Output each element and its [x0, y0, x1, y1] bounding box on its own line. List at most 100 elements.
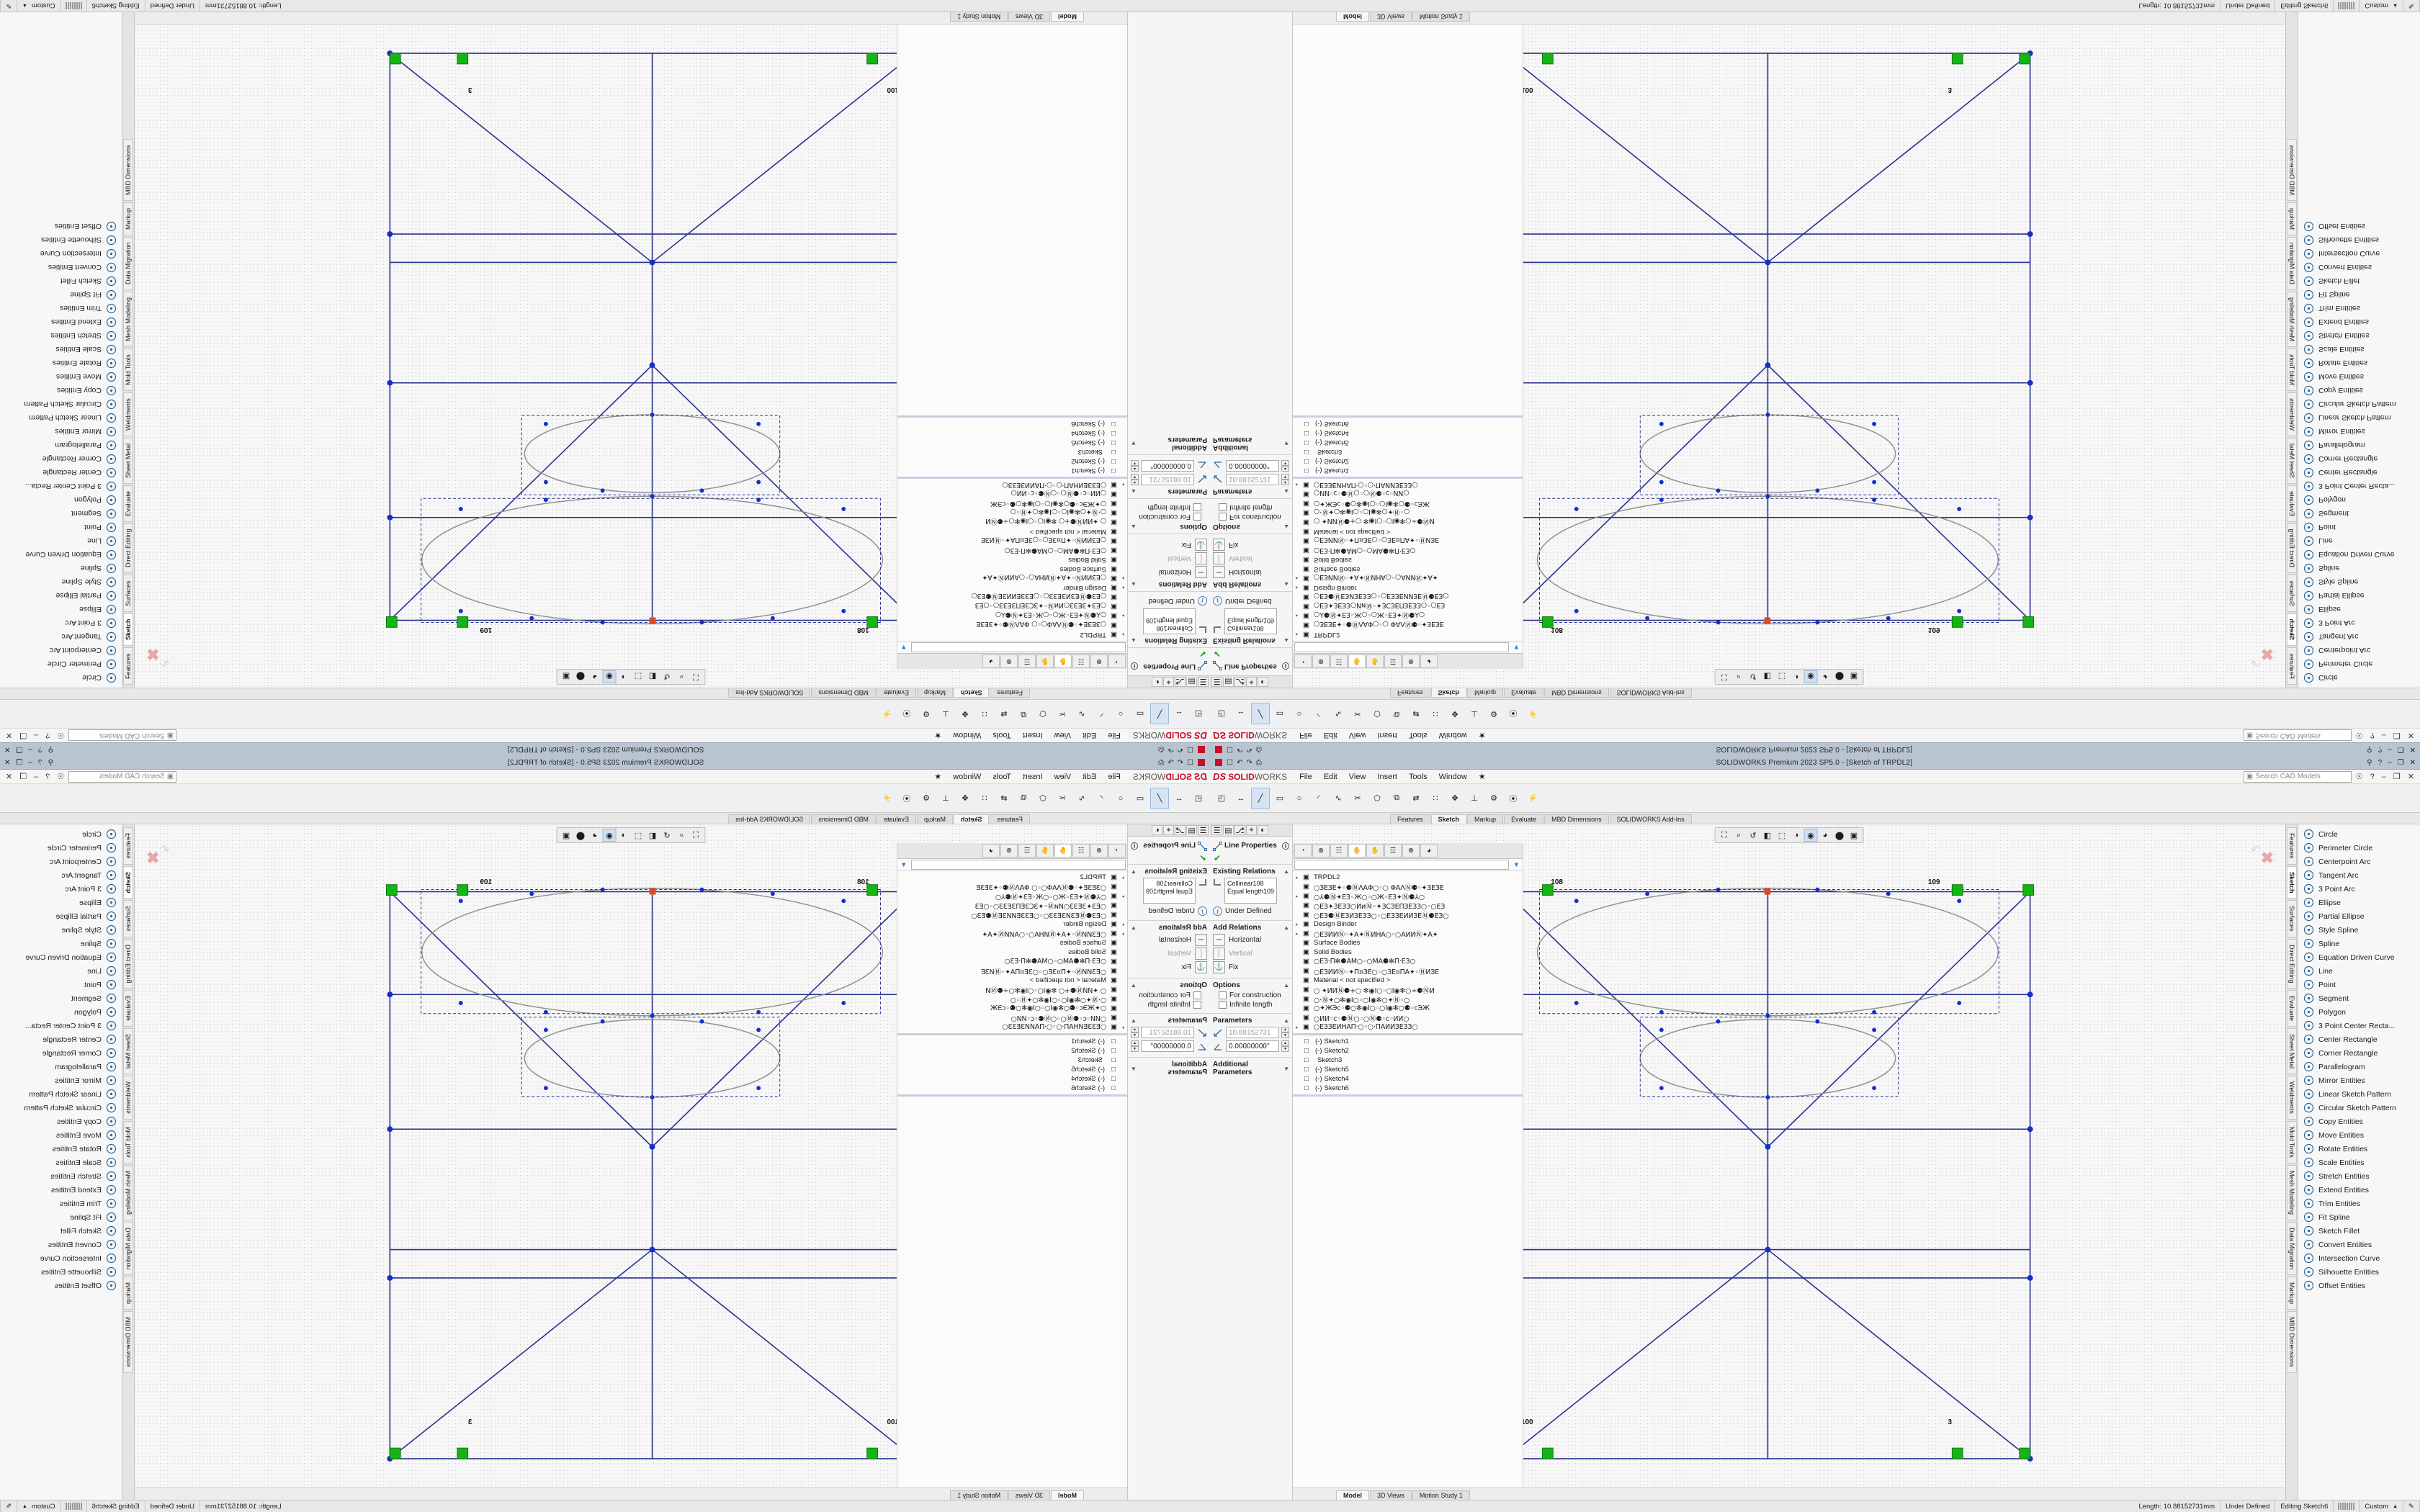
- task-pane-tab[interactable]: Surfaces: [123, 900, 133, 937]
- configuration-manager-tab[interactable]: ⎇: [1234, 677, 1245, 687]
- tree-node[interactable]: ▣ ○ЕЗ⚈ⓃЕЗИЗЕЗЗ○◦○ЕЗЗЕИИЗЕⓃ⚈ЕЗ○: [1293, 910, 1523, 920]
- vertical-relation-button[interactable]: │ Vertical: [1131, 948, 1207, 960]
- smart-dimension-icon[interactable]: ↔: [1175, 709, 1183, 719]
- existing-relations-header[interactable]: Existing Relations ▲: [1131, 868, 1207, 876]
- help-question-icon[interactable]: ?: [45, 731, 50, 740]
- tree-node[interactable]: ▣ ○ЗЕЗЕ✦◦⚈ⓃΛАΦ○◦○ ΦАΛⓃ⚈◦✦ЗЕЗЕ: [1293, 621, 1523, 630]
- ribbon-tab[interactable]: SOLIDWORKS Add-Ins: [728, 814, 811, 824]
- view-settings-icon[interactable]: ▣: [562, 672, 570, 681]
- tree-sketch-row[interactable]: □ (-) Sketch2: [1293, 456, 1523, 466]
- display-style-icon[interactable]: ◑: [621, 672, 627, 681]
- task-pane-tab[interactable]: MBD Dimensions: [2287, 1311, 2297, 1373]
- sketch-command-item[interactable]: Ellipse: [2298, 603, 2420, 616]
- help-question-icon[interactable]: ?: [2370, 731, 2375, 740]
- additional-parameters-header[interactable]: Additional Parameters ▼: [1213, 436, 1289, 451]
- sketch-command-item[interactable]: Point: [2298, 521, 2420, 534]
- appearance-tab[interactable]: ⊕: [1000, 654, 1018, 668]
- tree-node[interactable]: ▸ ▣ ○⅄⚈Ⓝ✦ЕЗ◦Ж○◦○Ж◦ЕЗ✦Ⓝ⚈⅄○: [1293, 611, 1523, 621]
- sketch-command-item[interactable]: Circle: [2298, 827, 2420, 841]
- dimxpert-tab-a[interactable]: ✋: [1054, 654, 1072, 668]
- property-manager-tab[interactable]: ▤: [1186, 825, 1197, 835]
- vertical-relation-button[interactable]: │ Vertical: [1213, 948, 1289, 960]
- sketch-command-item[interactable]: Move Entities: [0, 1128, 122, 1142]
- sketch-command-item[interactable]: Mirror Entities: [2298, 425, 2420, 438]
- chevron-up-icon[interactable]: ▲: [1131, 868, 1137, 875]
- feature-manager-tab[interactable]: ☰: [1198, 825, 1209, 835]
- feature-manager-tab[interactable]: ◔: [1108, 654, 1126, 668]
- tree-node[interactable]: ▣ Surface Bodies: [1293, 938, 1523, 948]
- sketch-command-item[interactable]: Linear Sketch Pattern: [0, 411, 122, 425]
- tree-sketch-row[interactable]: □ (-) Sketch6: [1293, 1084, 1523, 1093]
- relation-item[interactable]: Equal length109: [1227, 616, 1275, 624]
- options-header[interactable]: Options ▲: [1131, 523, 1207, 531]
- angle-stepper[interactable]: ▲ ▼: [1281, 460, 1289, 472]
- sketch-command-item[interactable]: Intersection Curve: [0, 1251, 122, 1265]
- tree-sketch-row[interactable]: □ (-) Sketch6: [897, 1084, 1127, 1093]
- sketch-command-item[interactable]: Perimeter Circle: [0, 841, 122, 855]
- sketch-command-list[interactable]: Circle Perimeter Circle Centerpoint Arc Tan…: [2298, 12, 2420, 688]
- angle-input[interactable]: 0.00000000°: [1226, 1040, 1279, 1052]
- menu-item-view[interactable]: View: [1054, 772, 1072, 781]
- tree-node[interactable]: ▣ ○ ✦ИИⓃ⚈+○ ✻◉І○◦○І◉✻○÷⚈ⓃИ: [1293, 518, 1523, 527]
- exit-sketch-icon[interactable]: ◰: [1217, 709, 1226, 718]
- line-icon[interactable]: ╱: [1251, 703, 1270, 725]
- tree-node[interactable]: ▣ ○✦ЖЭс◦⚈○✻◉І○◦○І◉✻○⚈◦сЭЖ: [1293, 1004, 1523, 1013]
- sketch-command-list[interactable]: Circle Perimeter Circle Centerpoint Arc Tan…: [0, 824, 122, 1500]
- tree-sketch-row[interactable]: □ (-) Sketch2: [897, 1046, 1127, 1056]
- sketch-command-item[interactable]: Scale Entities: [0, 343, 122, 356]
- chevron-up-icon[interactable]: ▲: [1131, 523, 1137, 530]
- sketch-command-item[interactable]: Rotate Entities: [0, 356, 122, 370]
- rectangle-icon[interactable]: ▭: [1276, 794, 1284, 803]
- additional-parameters-header[interactable]: Additional Parameters ▼: [1131, 436, 1207, 451]
- tree-sketch-row[interactable]: □ (-) Sketch6: [897, 419, 1127, 428]
- accept-button[interactable]: ✔: [1214, 853, 1222, 863]
- tree-node[interactable]: ▣ ○ЕЗ⚈ⓃЕЗИЗЕЗЗ○◦○ЕЗЗЕИИЗЕⓃ⚈ЕЗ○: [897, 910, 1127, 920]
- filter-input[interactable]: [1294, 642, 1509, 652]
- task-pane-tab[interactable]: Sketch: [123, 613, 133, 647]
- chevron-up-icon[interactable]: ▲: [1283, 581, 1289, 588]
- filter-icon[interactable]: ▼: [1512, 860, 1520, 869]
- expand-arrow-icon[interactable]: ▸: [1121, 585, 1124, 590]
- angle-input[interactable]: 0.00000000°: [1226, 460, 1279, 472]
- chevron-up-icon[interactable]: ▲: [1283, 924, 1289, 931]
- cancel-icon[interactable]: ✖: [146, 645, 160, 663]
- arc-icon[interactable]: ◜: [1099, 709, 1103, 718]
- filter-icon[interactable]: ▼: [900, 860, 908, 869]
- cancel-icon[interactable]: ✖: [2260, 645, 2274, 663]
- sketch-command-item[interactable]: Intersection Curve: [0, 247, 122, 261]
- view-orientation-icon[interactable]: ⬚: [634, 831, 642, 840]
- sketch-command-item[interactable]: Silhouette Entities: [2298, 233, 2420, 247]
- display-manager-tab[interactable]: ☲: [1018, 844, 1036, 858]
- tree-node[interactable]: ▣ Solid Bodies: [897, 555, 1127, 564]
- sketch-command-item[interactable]: Circle: [0, 671, 122, 685]
- tree-sketch-row[interactable]: □ (-) Sketch4: [897, 428, 1127, 438]
- rectangle-icon[interactable]: ▭: [1136, 709, 1144, 718]
- hide-show-items-icon[interactable]: ◉: [602, 829, 617, 842]
- tree-node[interactable]: ▣ ○ИИ◦с◦⚈Ⓝ○◦○Ⓝ⚈◦с◦ИИ○: [1293, 1013, 1523, 1023]
- relation-item[interactable]: Collinear108: [1227, 880, 1264, 887]
- relation-item[interactable]: Equal length109: [1227, 888, 1275, 896]
- tree-node[interactable]: ▣ ○ЕЗ✦ЗЕЗЗ○ИиⓃ◦✦ЗСЗЕПЗЕЗЗ○◦○ЕЗ: [897, 602, 1127, 611]
- document-tab[interactable]: 3D Views: [1008, 1490, 1050, 1500]
- sketch-command-item[interactable]: Corner Rectangle: [0, 452, 122, 466]
- chevron-up-icon[interactable]: ▲: [1283, 637, 1289, 644]
- tree-node[interactable]: ▸ ▣ ○⅄⚈Ⓝ✦ЕЗ◦Ж○◦○Ж◦ЕЗ✦Ⓝ⚈⅄○: [1293, 891, 1523, 901]
- repair-sketch-icon[interactable]: ⚙: [1490, 794, 1497, 803]
- convert-entities-icon[interactable]: ⬠: [1373, 709, 1381, 718]
- sketch-command-item[interactable]: Centerpoint Arc: [2298, 855, 2420, 868]
- cancel-icon[interactable]: ✖: [2260, 849, 2274, 867]
- tree-node[interactable]: ▸ ▣ ○ЕЗИИⓃ◦✦А✦ⓃИНА○◦○АИИⓃ✦А✦: [897, 929, 1127, 939]
- tree-node[interactable]: ▣ Surface Bodies: [897, 938, 1127, 948]
- for-construction-checkbox[interactable]: [1193, 513, 1201, 521]
- offset-entities-icon[interactable]: ⧉: [1394, 710, 1399, 719]
- save-icon[interactable]: ☐: [1227, 745, 1233, 754]
- chevron-down-icon[interactable]: ▼: [1283, 1065, 1289, 1072]
- sketch-command-item[interactable]: 3 Point Arc: [0, 882, 122, 896]
- display-style-icon[interactable]: ◑: [1793, 831, 1799, 840]
- sketch-command-item[interactable]: Scale Entities: [0, 1156, 122, 1169]
- chevron-up-icon[interactable]: ▲: [1283, 982, 1289, 989]
- tree-node[interactable]: ▣ ○ ✦ИИⓃ⚈+○ ✻◉І○◦○І◉✻○÷⚈ⓃИ: [1293, 985, 1523, 995]
- previous-view-icon[interactable]: ↺: [663, 672, 671, 681]
- ribbon-tab[interactable]: SOLIDWORKS Add-Ins: [728, 688, 811, 698]
- spline-icon[interactable]: ∿: [1335, 794, 1342, 803]
